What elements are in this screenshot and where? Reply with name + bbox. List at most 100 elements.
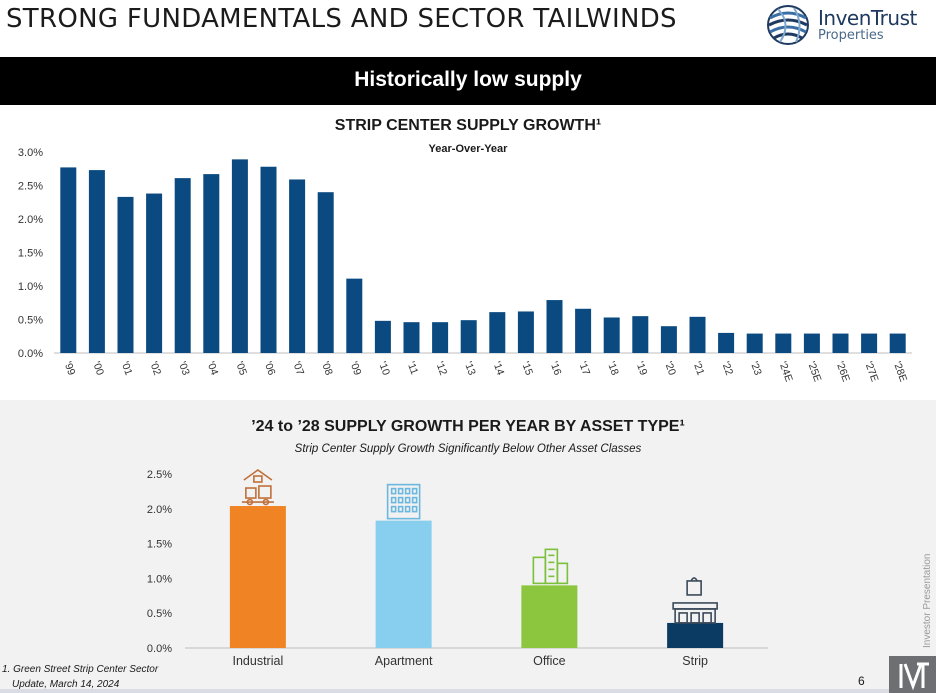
bar-03 xyxy=(174,178,191,353)
bar-09 xyxy=(346,278,363,353)
x-tick-label: '15 xyxy=(519,360,535,377)
bar-08 xyxy=(317,192,334,353)
x-tick-label: '21 xyxy=(691,360,707,377)
y-tick-label: 1.0% xyxy=(18,281,43,293)
x-tick-label: '13 xyxy=(462,360,478,377)
footnote-line2: Update, March 14, 2024 xyxy=(12,679,120,690)
inventrust-logo: InvenTrust Properties xyxy=(766,4,931,46)
y-tick-label: 2.0% xyxy=(147,504,172,516)
bar-02 xyxy=(146,193,163,353)
y-tick-label: 3.0% xyxy=(18,147,43,159)
x-tick-label: '09 xyxy=(347,360,363,377)
x-tick-label: '22 xyxy=(719,360,735,377)
asset-type-panel xyxy=(0,400,936,693)
corner-logo xyxy=(889,656,936,693)
bar-26E xyxy=(832,333,849,353)
logo-subtitle: Properties xyxy=(818,28,884,43)
bar-17 xyxy=(575,308,592,353)
bar-27E xyxy=(861,333,878,353)
x-tick-label: '01 xyxy=(119,360,135,377)
y-tick-label: 0.5% xyxy=(147,608,172,620)
bar-15 xyxy=(517,311,534,353)
x-tick-label: '20 xyxy=(662,360,678,377)
x-tick-label: '02 xyxy=(147,360,163,377)
y-tick-label: 1.5% xyxy=(18,248,43,260)
page-number: 6 xyxy=(858,674,865,688)
y-tick-label: 2.0% xyxy=(18,214,43,226)
x-tick-label: '18 xyxy=(605,360,621,377)
x-tick-label: '24E xyxy=(776,360,794,384)
logo-name: InvenTrust xyxy=(818,6,917,30)
x-tick-label: '23 xyxy=(748,360,764,377)
bar-05 xyxy=(231,159,248,353)
chart2-title: ’24 to ’28 SUPPLY GROWTH PER YEAR BY ASS… xyxy=(251,418,685,435)
x-tick-label: '16 xyxy=(548,360,564,377)
shopping-storefront-icon xyxy=(672,577,718,624)
bar-22 xyxy=(718,332,735,353)
bottom-rule xyxy=(0,689,889,693)
x-tick-label: '25E xyxy=(805,360,823,384)
x-tick-label: Apartment xyxy=(375,654,433,668)
x-tick-label: '12 xyxy=(433,360,449,377)
bar-13 xyxy=(460,320,477,353)
bar-strip xyxy=(667,622,724,648)
x-tick-label: '19 xyxy=(633,360,649,377)
footnote-line1: 1. Green Street Strip Center Sector xyxy=(2,664,159,675)
bar-industrial xyxy=(229,506,286,648)
banner: Historically low supply xyxy=(0,57,936,105)
bar-16 xyxy=(546,300,563,353)
chart1-title: STRIP CENTER SUPPLY GROWTH¹ xyxy=(334,117,602,134)
bar-00 xyxy=(88,170,105,353)
x-tick-label: '28E xyxy=(891,360,909,384)
globe-icon xyxy=(767,5,809,45)
strip-center-supply-growth-chart: 0.0% 0.5% 1.0% 1.5% 2.0% 2.5% 3.0% '99 '00 '01 '02… xyxy=(18,147,912,384)
y-tick-label: 0.0% xyxy=(18,348,43,360)
x-tick-label: '14 xyxy=(490,360,506,377)
y-tick-label: 0.5% xyxy=(18,315,43,327)
bar-10 xyxy=(374,320,391,353)
y-tick-label: 1.0% xyxy=(147,573,172,585)
chart1-subtitle: Year-Over-Year xyxy=(428,143,508,155)
y-tick-label: 2.5% xyxy=(18,181,43,193)
bar-25E xyxy=(803,333,820,353)
x-tick-label: '17 xyxy=(576,360,592,377)
x-tick-label: Strip xyxy=(682,654,708,668)
banner-text: Historically low supply xyxy=(354,68,582,91)
x-tick-label: '10 xyxy=(376,360,392,377)
x-tick-label: '03 xyxy=(176,360,192,377)
bar-apartment xyxy=(375,520,432,648)
x-tick-label: '11 xyxy=(405,360,421,376)
bar-28E xyxy=(889,333,906,353)
x-tick-label: '04 xyxy=(204,360,220,377)
y-tick-label: 0.0% xyxy=(147,643,172,655)
x-tick-label: '26E xyxy=(834,360,852,384)
bar-21 xyxy=(689,316,706,353)
x-tick-label: Office xyxy=(533,654,565,668)
bar-99 xyxy=(60,167,77,353)
x-tick-label: Industrial xyxy=(233,654,284,668)
x-tick-label: '06 xyxy=(262,360,278,377)
x-tick-label: '07 xyxy=(290,360,306,377)
slide-title: STRONG FUNDAMENTALS AND SECTOR TAILWINDS xyxy=(6,4,677,34)
chart2-subtitle: Strip Center Supply Growth Significantly… xyxy=(294,443,642,455)
bar-07 xyxy=(289,179,306,353)
bar-06 xyxy=(260,166,277,353)
bar-11 xyxy=(403,322,420,353)
bar-20 xyxy=(660,326,677,353)
bar-04 xyxy=(203,174,220,353)
warehouse-forklift-icon xyxy=(241,469,274,506)
y-tick-label: 1.5% xyxy=(147,539,172,551)
side-label: Investor Presentation xyxy=(922,553,933,649)
footnote: 1. Green Street Strip Center Sector Upda… xyxy=(2,662,158,692)
bar-office xyxy=(521,585,578,648)
bar-18 xyxy=(603,317,620,353)
asset-type-supply-growth-chart: 0.0% 0.5% 1.0% 1.5% 2.0% 2.5% Industrial Apartm… xyxy=(147,469,768,668)
x-tick-label: '99 xyxy=(61,360,77,377)
bar-14 xyxy=(489,312,506,353)
apartment-building-icon xyxy=(386,483,421,520)
it-monogram-icon xyxy=(899,662,929,691)
x-tick-label: '00 xyxy=(90,360,106,377)
y-tick-label: 2.5% xyxy=(147,469,172,481)
x-tick-label: '08 xyxy=(319,360,335,377)
bar-12 xyxy=(432,322,449,353)
